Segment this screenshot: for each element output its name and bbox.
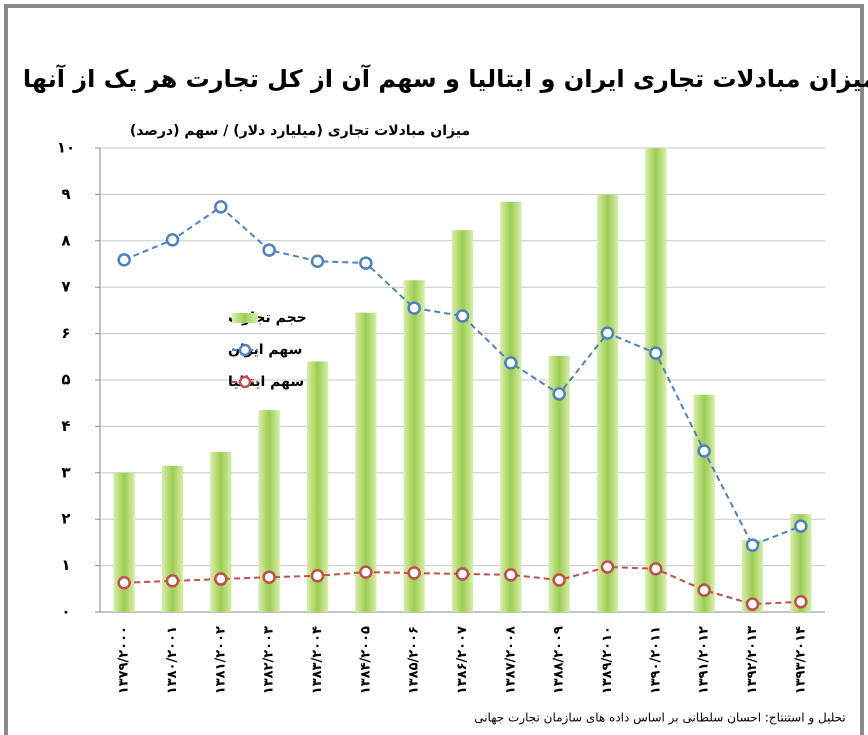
- x-tick-label: ۱۳۸۳/۲۰۰۴: [310, 626, 325, 694]
- marker: [455, 567, 470, 581]
- x-tick-label: ۱۳۸۵/۲۰۰۶: [407, 626, 422, 694]
- marker: [504, 568, 518, 582]
- bar: [596, 194, 619, 612]
- y-tick-label: ۳: [61, 463, 70, 481]
- bar: [741, 540, 764, 612]
- legend-swatch: [232, 313, 258, 323]
- bar: [451, 230, 474, 613]
- frame: [4, 4, 864, 735]
- bar: [403, 280, 425, 612]
- bar: [210, 451, 232, 612]
- marker: [310, 254, 325, 268]
- bar: [693, 394, 715, 612]
- x-tick-label: ۱۳۹۰/۲۰۱۱: [648, 626, 663, 694]
- marker: [214, 200, 228, 214]
- bar: [113, 472, 135, 612]
- marker: [165, 574, 180, 588]
- x-tick-label: ۱۳۸۹/۲۰۱۰: [600, 626, 615, 694]
- legend-marker: [238, 343, 252, 357]
- y-axis-label: میزان مبادلات تجاری (میلیارد دلار) / سهم…: [130, 123, 470, 139]
- bar: [306, 361, 329, 612]
- marker: [214, 572, 228, 586]
- marker: [359, 256, 373, 270]
- y-tick-label: ۶: [61, 324, 70, 342]
- y-tick-label: ۵: [61, 371, 70, 389]
- x-tick-label: ۱۳۸۶/۲۰۰۷: [455, 626, 470, 694]
- marker: [552, 387, 566, 401]
- y-tick-label: ۹: [61, 185, 70, 203]
- x-tick-label: ۱۳۸۸/۲۰۰۹: [552, 626, 567, 694]
- chart-title: میزان مبادلات تجاری ایران و ایتالیا و سه…: [23, 64, 868, 93]
- marker: [649, 346, 663, 360]
- y-tick-label: ۰: [61, 603, 70, 621]
- x-tick-label: ۱۳۸۴/۲۰۰۵: [358, 626, 373, 694]
- marker: [649, 562, 663, 576]
- marker: [697, 444, 711, 458]
- marker: [600, 560, 615, 574]
- bar: [161, 465, 184, 612]
- marker: [165, 233, 180, 247]
- marker: [600, 326, 615, 340]
- y-tick-label: ۱۰: [57, 139, 75, 157]
- bar: [548, 355, 570, 612]
- bar: [258, 410, 280, 612]
- marker: [310, 569, 325, 583]
- x-tick-label: ۱۳۷۹/۲۰۰۰: [117, 626, 132, 694]
- bar: [645, 148, 667, 612]
- marker: [504, 356, 518, 370]
- marker: [262, 570, 276, 584]
- y-tick-label: ۸: [61, 231, 70, 249]
- x-tick-label: ۱۳۸۲/۲۰۰۳: [262, 626, 277, 694]
- y-tick-label: ۱: [61, 556, 70, 574]
- bar: [355, 312, 377, 612]
- y-tick-label: ۲: [61, 510, 70, 528]
- x-tick-label: ۱۳۹۲/۲۰۱۳: [745, 626, 760, 694]
- marker: [794, 595, 808, 609]
- x-tick-label: ۱۳۸۷/۲۰۰۸: [503, 626, 518, 694]
- marker: [697, 583, 711, 597]
- marker: [745, 597, 760, 611]
- line: [124, 565, 801, 606]
- marker: [794, 519, 808, 533]
- bar: [790, 514, 812, 612]
- marker: [117, 253, 131, 267]
- x-tick-label: ۱۳۸۰/۲۰۰۱: [165, 626, 180, 694]
- marker: [262, 243, 276, 257]
- line: [123, 205, 802, 547]
- marker: [407, 566, 421, 580]
- marker: [117, 576, 131, 590]
- marker: [745, 538, 760, 552]
- y-tick-label: ۷: [61, 278, 70, 296]
- marker: [552, 573, 566, 587]
- legend-marker: [238, 375, 252, 389]
- source: تحلیل و استنتاج: احسان سلطانی بر اساس دا…: [474, 711, 846, 726]
- x-tick-label: ۱۳۹۳/۲۰۱۴: [793, 626, 808, 694]
- marker: [359, 565, 373, 579]
- marker: [407, 301, 421, 315]
- x-tick-label: ۱۳۸۱/۲۰۰۲: [213, 626, 228, 694]
- bar: [500, 201, 522, 612]
- marker: [455, 309, 470, 323]
- x-tick-label: ۱۳۹۱/۲۰۱۲: [697, 626, 712, 694]
- y-tick-label: ۴: [61, 417, 70, 435]
